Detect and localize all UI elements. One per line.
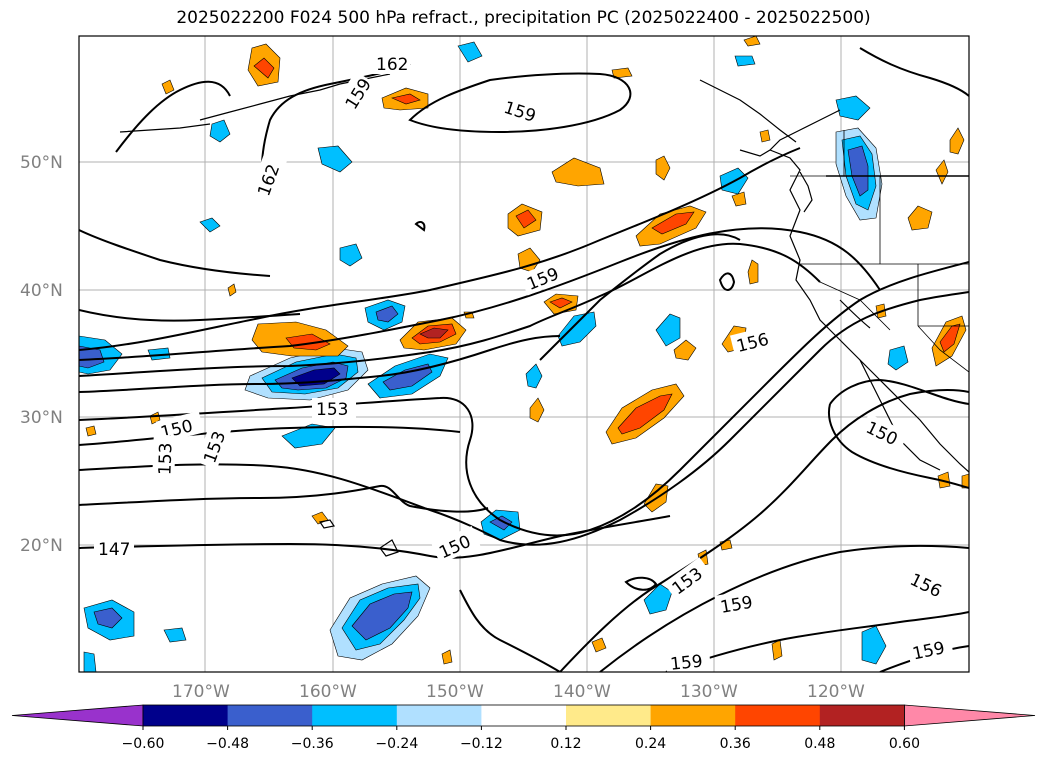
- colorbar-tick-label: −0.60: [122, 736, 165, 752]
- precip-negative-shading: [79, 41, 909, 672]
- longitude-labels: 170°W 160°W 150°W 140°W 130°W 120°W: [172, 682, 865, 702]
- lon-label-140w: 140°W: [553, 682, 611, 702]
- lat-label-20n: 20°N: [20, 536, 63, 556]
- colorbar-tick-label: 0.48: [804, 736, 835, 752]
- lon-label-120w: 120°W: [807, 682, 865, 702]
- lon-label-130w: 130°W: [680, 682, 738, 702]
- state-borders: [790, 130, 969, 373]
- lat-label-30n: 30°N: [20, 408, 63, 428]
- colorbar-segment: [227, 705, 313, 726]
- colorbar-extend-min: [11, 704, 144, 727]
- lon-label-150w: 150°W: [426, 682, 484, 702]
- map-area: [79, 36, 969, 672]
- contour-label: 153: [155, 442, 176, 475]
- colorbar-segment: [143, 705, 229, 726]
- contour-label: 147: [98, 540, 130, 560]
- colorbar-tick-label: −0.48: [206, 736, 249, 752]
- colorbar-segment: [735, 705, 821, 726]
- colorbar-tick-label: 0.24: [635, 736, 666, 752]
- colorbar: −0.60 −0.48 −0.36 −0.24 −0.12 0.12 0.24 0.36 0.4…: [11, 704, 1036, 752]
- colorbar-tick-label: −0.36: [291, 736, 334, 752]
- contour-label: 162: [376, 55, 408, 75]
- refractivity-contours: [79, 47, 969, 672]
- colorbar-tick-label: 0.36: [720, 736, 751, 752]
- lon-label-160w: 160°W: [299, 682, 357, 702]
- lon-label-170w: 170°W: [172, 682, 230, 702]
- contour-labels: 162 159 159 162 159 156 150 153 153 153 …: [94, 52, 954, 675]
- colorbar-border: [142, 704, 905, 727]
- map-frame: [78, 35, 970, 673]
- colorbar-segment: [481, 705, 567, 726]
- colorbar-tick-label: 0.12: [550, 736, 581, 752]
- colorbar-tick-label: 0.60: [889, 736, 920, 752]
- colorbar-tick-label: −0.24: [375, 736, 418, 752]
- map-title: 2025022200 F024 500 hPa refract., precip…: [176, 8, 871, 28]
- colorbar-segment: [819, 705, 905, 726]
- lat-label-50n: 50°N: [20, 153, 63, 173]
- colorbar-segment: [566, 705, 652, 726]
- latitude-labels: 50°N 40°N 30°N 20°N: [20, 153, 63, 556]
- contour-label: 159: [669, 652, 703, 675]
- contour-label: 153: [316, 400, 348, 420]
- colorbar-segment: [396, 705, 482, 726]
- lat-label-40n: 40°N: [20, 281, 63, 301]
- colorbar-segment: [312, 705, 398, 726]
- colorbar-extend-max: [904, 704, 1036, 727]
- colorbar-segment: [650, 705, 736, 726]
- colorbar-tick-label: −0.12: [460, 736, 503, 752]
